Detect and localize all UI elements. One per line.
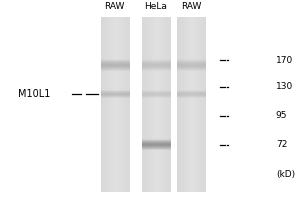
Text: RAW: RAW xyxy=(104,2,125,11)
Text: 170: 170 xyxy=(276,56,293,65)
Text: 95: 95 xyxy=(276,111,287,120)
Text: HeLa: HeLa xyxy=(145,2,167,11)
Text: RAW: RAW xyxy=(181,2,202,11)
Text: (kD): (kD) xyxy=(276,170,295,179)
Text: M10L1: M10L1 xyxy=(18,89,51,99)
Text: 72: 72 xyxy=(276,140,287,149)
Text: 130: 130 xyxy=(276,82,293,91)
